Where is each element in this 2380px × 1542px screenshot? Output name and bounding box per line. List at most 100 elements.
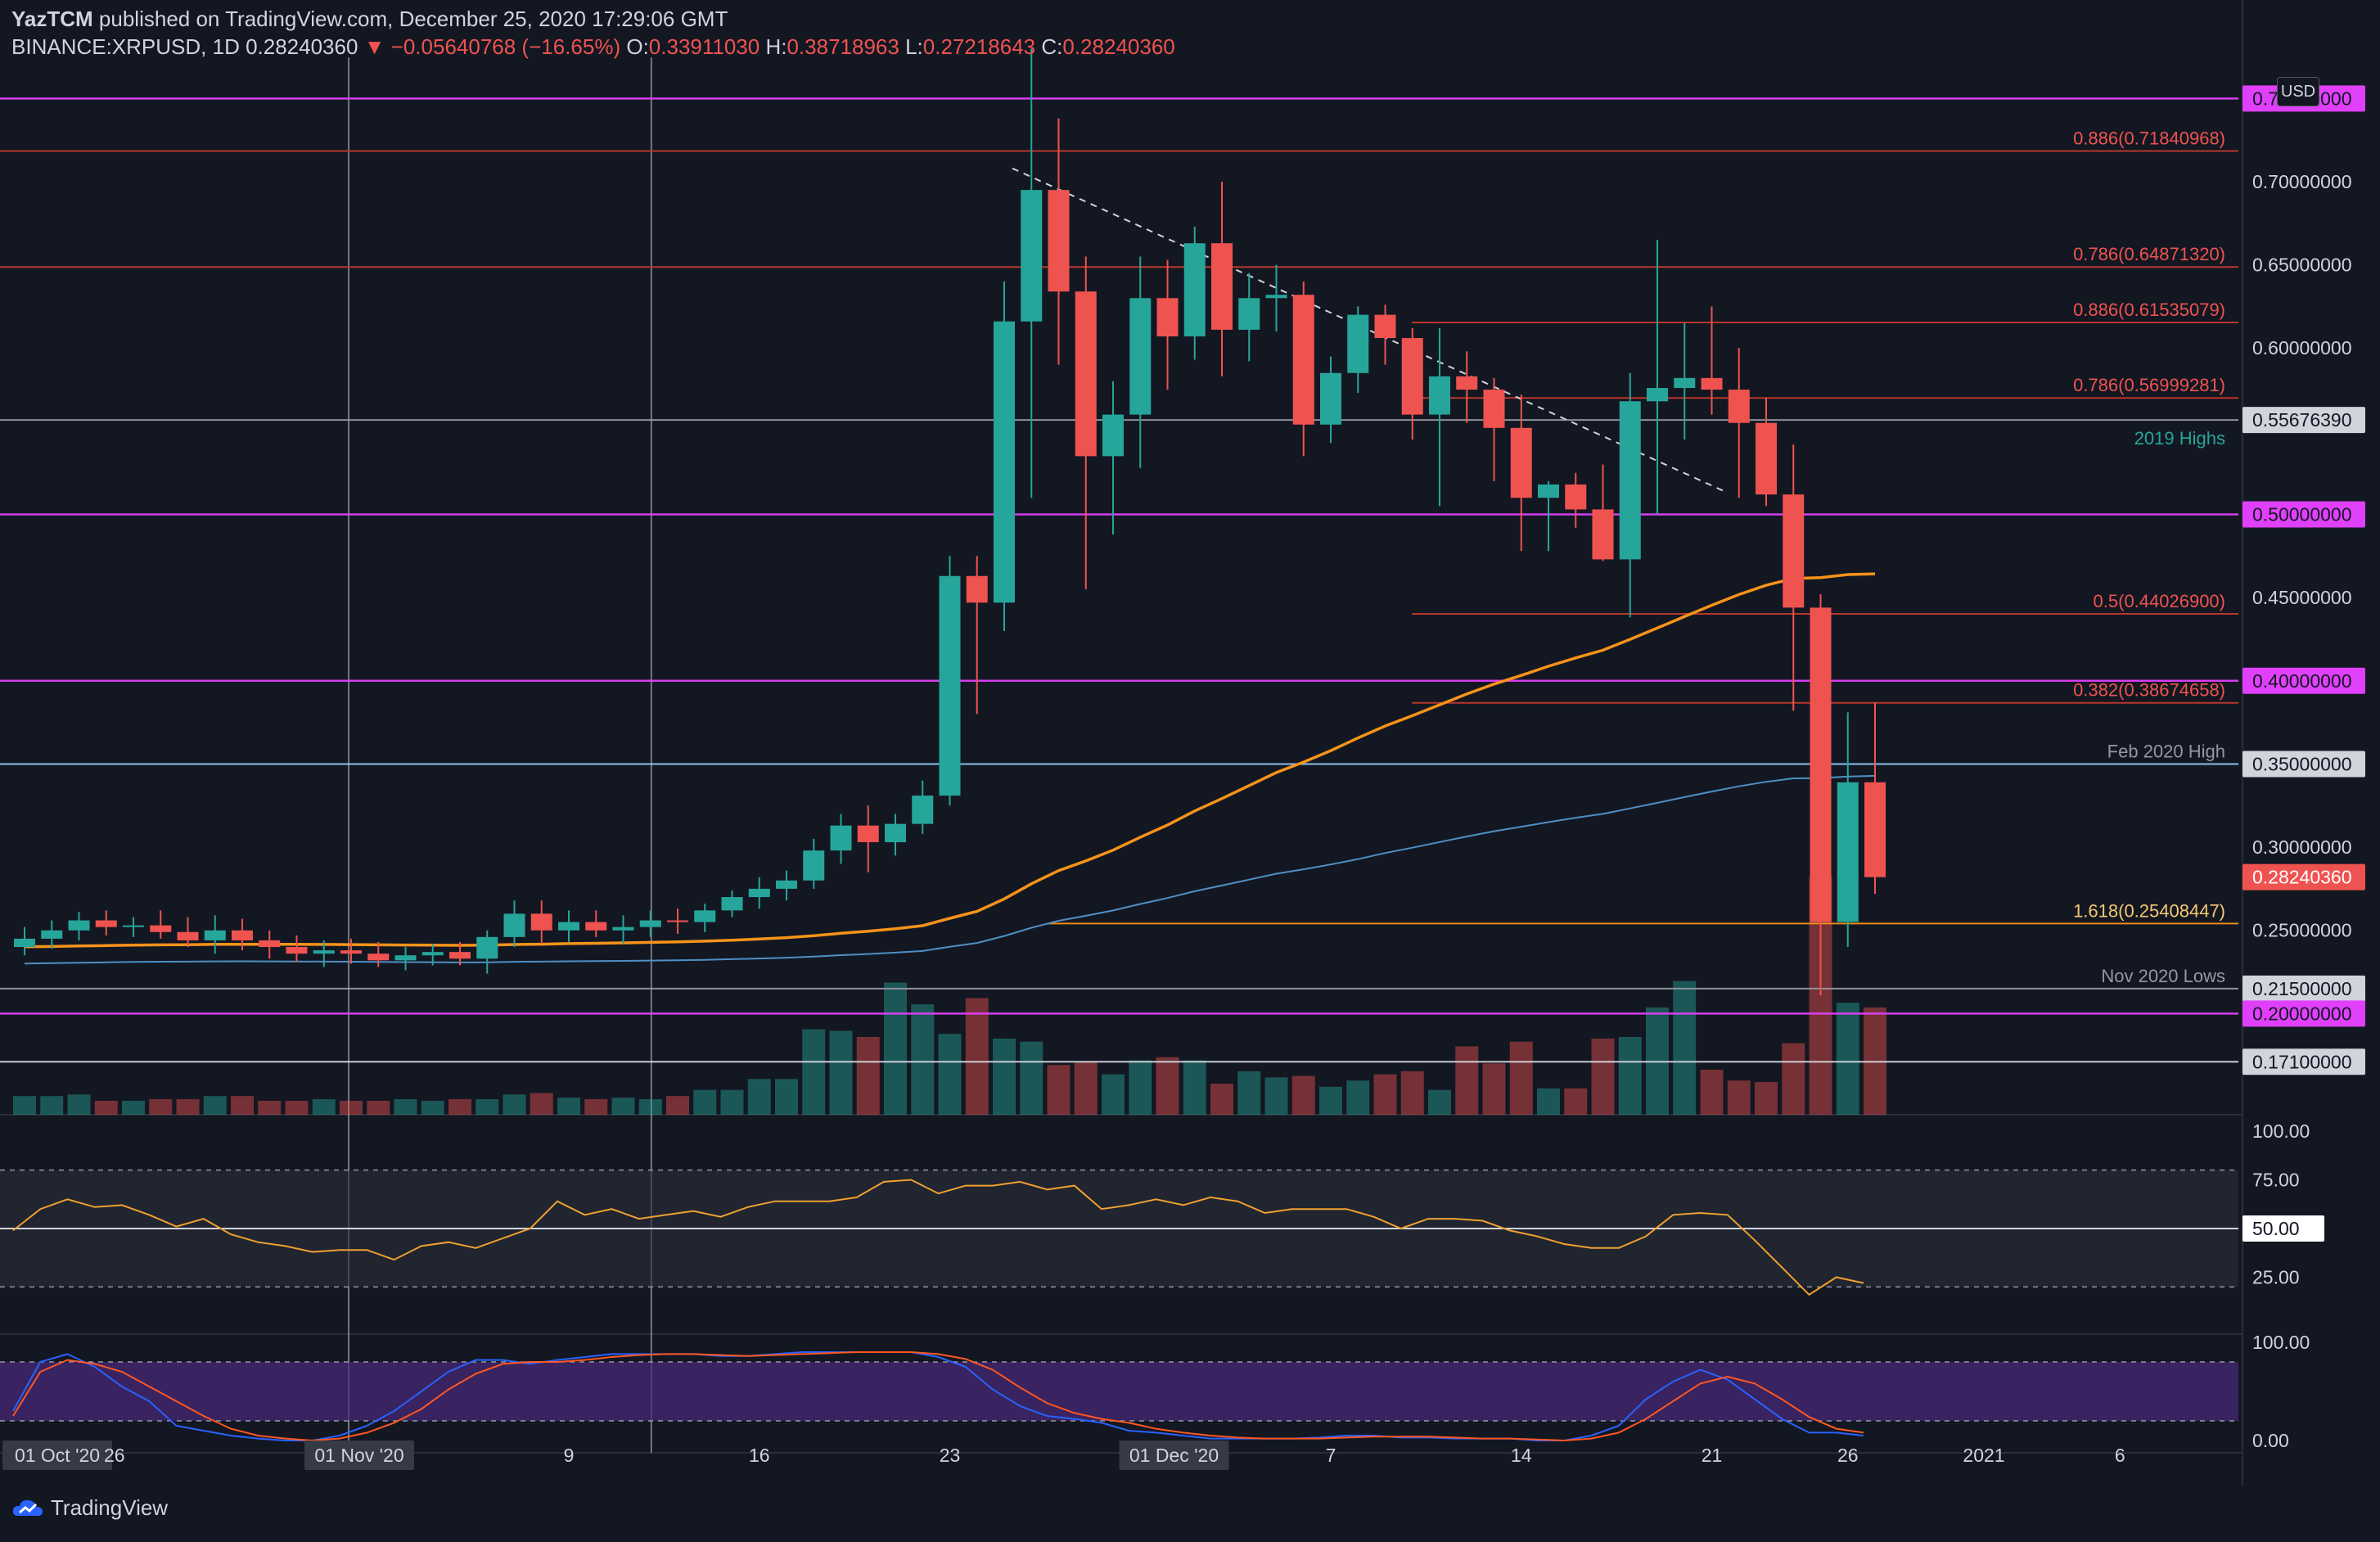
rsi-tick-label: 50.00 — [2252, 1218, 2300, 1239]
level-annotation: 0.886(0.71840968) — [2073, 128, 2225, 149]
symbol-label[interactable]: BINANCE:XRPUSD, 1D — [11, 34, 240, 59]
candle-body — [340, 950, 362, 954]
candle-body — [1565, 484, 1587, 510]
volume-bar — [1564, 1088, 1588, 1115]
price-axis-tag-label: 0.20000000 — [2252, 1003, 2352, 1024]
y-tick-label: 0.70000000 — [2252, 171, 2352, 192]
x-tick-label: 01 Oct '20 — [15, 1445, 100, 1466]
candle-body — [449, 952, 471, 959]
volume-bar — [1237, 1071, 1261, 1115]
volume-bar — [203, 1096, 227, 1115]
publisher-name[interactable]: YazTCM — [11, 7, 93, 31]
candle-body — [639, 920, 661, 927]
volume-bar — [149, 1099, 173, 1115]
price-axis-tag-label: 0.40000000 — [2252, 670, 2352, 692]
candle-body — [1701, 377, 1723, 390]
volume-bar — [747, 1079, 771, 1115]
volume-bar — [13, 1096, 36, 1115]
volume-bar — [938, 1034, 962, 1115]
volume-bar — [176, 1099, 200, 1115]
volume-bar — [1782, 1043, 1805, 1115]
price-axis-tag-label: 0.21500000 — [2252, 978, 2352, 999]
level-annotation: Feb 2020 High — [2107, 741, 2225, 761]
stoch-tick-label: 0.00 — [2252, 1430, 2289, 1451]
candle-body — [1483, 390, 1505, 428]
candle-body — [1320, 372, 1341, 425]
candle-body — [1048, 190, 1070, 292]
volume-bar — [1074, 1062, 1098, 1115]
volume-bar — [258, 1100, 282, 1115]
volume-bar — [231, 1096, 254, 1115]
candle-body — [503, 913, 525, 937]
candle-body — [476, 936, 498, 959]
open-label: O: — [626, 34, 649, 59]
x-tick-label: 6 — [2115, 1445, 2125, 1466]
rsi-tick-label: 25.00 — [2252, 1267, 2300, 1288]
candle-body — [41, 930, 63, 939]
close-label: C: — [1041, 34, 1063, 59]
x-tick-box — [2, 1441, 112, 1470]
volume-bar — [1700, 1069, 1724, 1115]
volume-bar — [1129, 1060, 1152, 1115]
low-label: L: — [905, 34, 923, 59]
volume-bar — [720, 1089, 744, 1115]
volume-bar — [856, 1037, 880, 1115]
last-price-tag-label: 0.28240360 — [2252, 867, 2352, 888]
price-change: −0.05640768 (−16.65%) — [390, 34, 621, 59]
candle-body — [830, 825, 852, 851]
down-arrow-icon: ▼ — [363, 34, 385, 59]
open-value: 0.33911030 — [648, 34, 760, 59]
volume-bar — [911, 1004, 935, 1115]
candle-body — [667, 920, 688, 922]
volume-bar — [1291, 1075, 1315, 1115]
currency-button[interactable]: USD — [2277, 77, 2319, 106]
volume-bar — [67, 1094, 91, 1115]
candle-body — [939, 575, 961, 796]
volume-bar — [421, 1100, 444, 1115]
price-axis-tag-label: 0.17100000 — [2252, 1051, 2352, 1072]
volume-bar — [1727, 1080, 1751, 1115]
y-tick-label: 0.25000000 — [2252, 920, 2352, 941]
level-annotation: Nov 2020 Lows — [2101, 966, 2225, 986]
x-tick-label: 01 Nov '20 — [314, 1445, 403, 1466]
rsi-mid-tag — [2243, 1215, 2324, 1242]
price-axis-tag — [2243, 667, 2365, 694]
volume-bar — [530, 1093, 553, 1115]
candle-body — [966, 575, 988, 603]
volume-bar — [884, 982, 907, 1115]
candle-body — [232, 930, 253, 940]
ohlc-legend: BINANCE:XRPUSD, 1D 0.28240360 ▼ −0.05640… — [11, 34, 1175, 60]
volume-bar — [1591, 1038, 1615, 1115]
candle-body — [1021, 190, 1043, 322]
last-price: 0.28240360 — [246, 34, 358, 59]
tradingview-logo[interactable]: TradingView — [11, 1495, 168, 1521]
volume-bar — [503, 1094, 526, 1115]
volume-bar — [476, 1099, 499, 1115]
candle-body — [1756, 422, 1777, 495]
price-axis-tag — [2243, 1000, 2365, 1027]
x-tick-label: 7 — [1326, 1445, 1336, 1466]
y-tick-label: 0.60000000 — [2252, 337, 2352, 358]
volume-bar — [1020, 1041, 1044, 1115]
price-axis-tag — [2243, 975, 2365, 1002]
volume-bar — [40, 1096, 64, 1115]
volume-bar — [367, 1100, 390, 1115]
volume-bar — [1183, 1060, 1206, 1115]
ema-line — [24, 572, 1876, 949]
candle-body — [857, 825, 879, 842]
volume-bar — [965, 998, 989, 1115]
volume-bar — [1509, 1041, 1533, 1115]
rsi-line — [12, 1179, 1864, 1296]
volume-bar — [611, 1098, 635, 1115]
high-value: 0.38718963 — [787, 34, 899, 59]
published-text: published on TradingView.com, December 2… — [98, 7, 728, 31]
candle-body — [123, 925, 144, 927]
candle-body — [313, 950, 335, 954]
level-annotation: 0.786(0.64871320) — [2073, 244, 2225, 264]
candle-body — [286, 947, 308, 954]
volume-bar — [1482, 1063, 1506, 1115]
volume-bar — [666, 1096, 689, 1115]
candle-body — [68, 920, 90, 931]
volume-bar — [1455, 1046, 1479, 1115]
